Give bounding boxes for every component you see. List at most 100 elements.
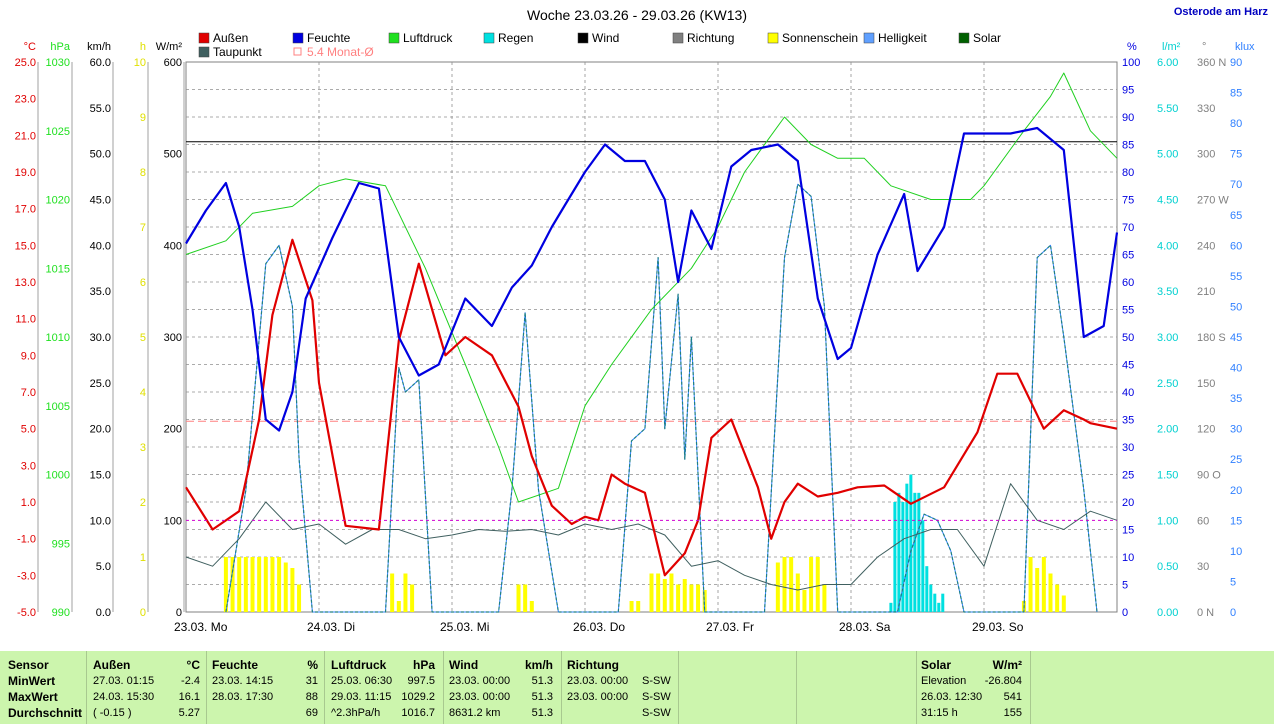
left-axis-tick-label: 23.0	[15, 94, 36, 106]
left-axis-tick-label: 7.0	[21, 387, 36, 399]
right-axis-tick-label: 95	[1122, 85, 1134, 97]
legend-item: Luftdruck	[388, 31, 453, 45]
bar-mark	[297, 584, 302, 612]
legend-label: Feuchte	[307, 31, 351, 45]
left-axis-tick-label: 200	[164, 424, 182, 436]
row-label-avg: Durchschnitt	[8, 706, 83, 720]
left-axis-unit: hPa	[50, 41, 70, 53]
right-axes: %100959085807570656055504540353025201510…	[1122, 41, 1255, 619]
right-axis-unit: %	[1127, 41, 1137, 53]
aussen-header: Außen	[93, 658, 131, 672]
wind-min-value: 51.3	[531, 675, 553, 687]
left-axis-tick-label: 5	[140, 332, 146, 344]
feuchte-avg-value: 69	[305, 707, 318, 719]
left-axis-unit: °C	[24, 41, 36, 53]
legend-item: Sonnenschein	[767, 31, 858, 45]
left-axis-tick-label: -3.0	[17, 570, 36, 582]
right-axis-tick-label: 10	[1122, 552, 1134, 564]
x-axis-label: 27.03. Fr	[706, 620, 754, 634]
bar-mark	[669, 573, 674, 612]
legend-swatch	[767, 32, 779, 44]
left-axis-tick-label: 1.0	[21, 497, 36, 509]
legend-label: Richtung	[687, 31, 734, 45]
left-axis-tick-label: 10	[134, 57, 146, 69]
legend-item: Wind	[577, 31, 619, 45]
richtung-min-value: S-SW	[642, 675, 671, 687]
plot-area	[185, 61, 1119, 613]
legend-swatch	[388, 32, 400, 44]
right-axis-tick-label: 90 O	[1197, 470, 1221, 482]
left-axis-tick-label: 6	[140, 277, 146, 289]
bar-mark	[889, 602, 893, 612]
bar-mark	[1041, 557, 1046, 612]
left-axis-tick-label: 13.0	[15, 277, 36, 289]
aussen-max-value: 16.1	[178, 691, 200, 703]
luftdruck-trend: ^2.3hPa/h	[331, 707, 381, 719]
aussen-avg-note: ( -0.15 )	[93, 707, 132, 719]
weather-chart: Woche 23.03.26 - 29.03.26 (KW13) Osterod…	[15, 6, 1269, 634]
bar-mark	[270, 557, 275, 612]
x-axis-labels: 23.03. Mo 24.03. Di 25.03. Mi 26.03. Do 27.0…	[174, 620, 1024, 634]
x-axis-label: 23.03. Mo	[174, 620, 228, 634]
bar-mark	[901, 502, 905, 612]
legend-label: Sonnenschein	[782, 31, 858, 45]
left-axis-tick-label: 19.0	[15, 167, 36, 179]
bar-mark	[237, 557, 242, 612]
bar-mark	[250, 557, 255, 612]
left-axis-tick-label: 300	[164, 332, 182, 344]
right-axis-tick-label: 2.00	[1157, 424, 1178, 436]
right-axis-tick-label: 90	[1230, 57, 1242, 69]
legend-label: Luftdruck	[403, 31, 453, 45]
right-axis-tick-label: 65	[1122, 250, 1134, 262]
x-axis-label: 26.03. Do	[573, 620, 625, 634]
right-axis-tick-label: 240	[1197, 240, 1215, 252]
bar-mark	[909, 474, 913, 612]
left-axis-tick-label: 1005	[46, 401, 70, 413]
aussen-min-time: 27.03. 01:15	[93, 675, 155, 687]
luftdruck-unit: hPa	[412, 658, 435, 672]
bar-mark	[789, 557, 794, 612]
bar-mark	[523, 584, 528, 612]
right-axis-tick-label: 0.50	[1157, 561, 1178, 573]
bar-mark	[921, 520, 925, 612]
legend-item: Solar	[958, 31, 1001, 45]
left-axis-unit: h	[140, 41, 146, 53]
series-line-helligkeit	[225, 183, 1098, 613]
legend-swatch	[198, 32, 210, 44]
bar-mark	[410, 584, 415, 612]
legend-swatch	[958, 32, 970, 44]
right-axis-tick-label: 75	[1230, 149, 1242, 161]
right-axis-tick-label: 30	[1197, 561, 1209, 573]
right-axis-tick-label: 70	[1122, 222, 1134, 234]
legend-label: 5.4 Monat-Ø	[307, 45, 374, 59]
bar-mark	[775, 562, 780, 612]
legend-swatch	[198, 46, 210, 58]
wind-header: Wind	[449, 658, 479, 672]
right-axis-tick-label: 80	[1230, 118, 1242, 130]
feuchte-header: Feuchte	[212, 658, 259, 672]
right-axis-tick-label: 35	[1122, 415, 1134, 427]
bar-mark	[649, 573, 654, 612]
bar-mark	[257, 557, 262, 612]
solar-duration: 31:15 h	[921, 707, 958, 719]
bar-mark	[676, 584, 681, 612]
right-axis-tick-label: 60	[1197, 515, 1209, 527]
right-axis-tick-label: 5.50	[1157, 103, 1178, 115]
richtung-max-time: 23.03. 00:00	[567, 691, 629, 703]
statistics-footer: Sensor MinWert MaxWert Durchschnitt Auße…	[0, 651, 1274, 724]
left-axis-tick-label: 60.0	[90, 57, 111, 69]
bar-mark	[702, 590, 707, 612]
left-axis-tick-label: 25.0	[90, 378, 111, 390]
left-axis-tick-label: 0	[176, 607, 182, 619]
right-axis-tick-label: 0	[1122, 607, 1128, 619]
x-axis-label: 28.03. Sa	[839, 620, 891, 634]
left-axis-tick-label: 25.0	[15, 57, 36, 69]
left-axis-tick-label: 0.0	[96, 607, 111, 619]
right-axis-tick-label: 45	[1122, 360, 1134, 372]
left-axis-tick-label: 995	[52, 538, 70, 550]
bar-mark	[1035, 568, 1040, 612]
right-axis-unit: °	[1202, 41, 1206, 53]
right-axis-tick-label: 0 N	[1197, 607, 1214, 619]
right-axis-tick-label: 210	[1197, 286, 1215, 298]
luftdruck-max-value: 1029.2	[401, 691, 435, 703]
